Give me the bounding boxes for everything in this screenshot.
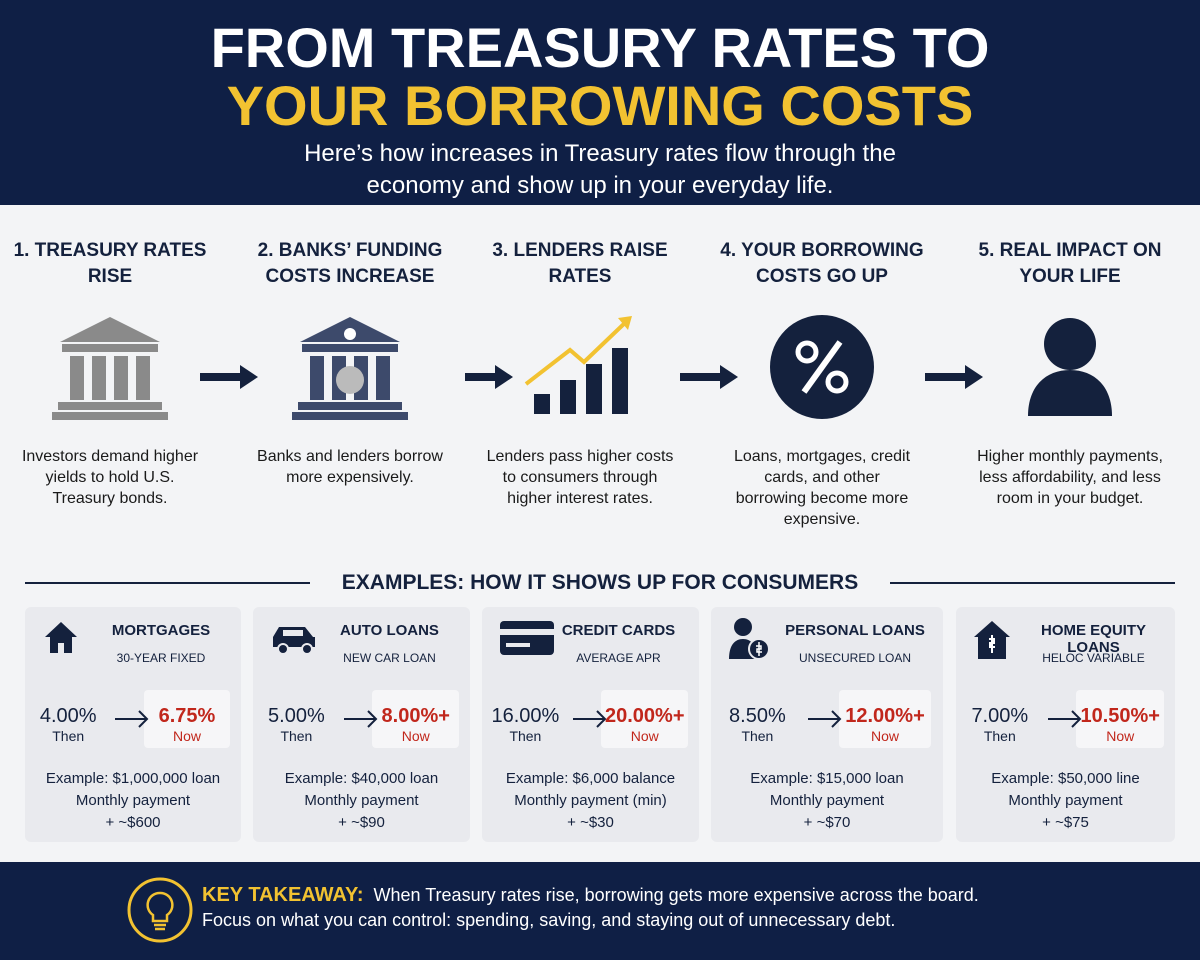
payment-change: + ~$70 — [803, 814, 851, 831]
then-rate: 4.00% — [39, 705, 97, 727]
step-icon — [290, 312, 410, 422]
step-description: Banks and lenders borrow more expensivel… — [257, 448, 443, 486]
card-title: CREDIT CARDS — [561, 622, 676, 639]
then-label: Then — [280, 728, 313, 744]
footer — [0, 862, 1200, 960]
card-icon — [498, 617, 558, 662]
card-icon — [269, 617, 319, 662]
example-text: Example: $40,000 loan — [284, 770, 439, 787]
now-rate: 20.00%+ — [604, 705, 685, 727]
step-title: 5. REAL IMPACT ON YOUR LIFE — [978, 240, 1162, 287]
payment-text: Monthly payment (min) — [514, 792, 667, 809]
step-description: Investors demand higher yields to hold U… — [21, 448, 199, 507]
title-line: FROM TREASURY RATES TO — [210, 16, 990, 79]
now-rate: 8.00%+ — [381, 705, 450, 727]
now-rate: 12.00%+ — [845, 705, 925, 727]
step-title: 1. TREASURY RATES RISE — [13, 240, 207, 287]
step-icon — [762, 312, 882, 422]
now-box — [143, 690, 231, 748]
payment-text: Monthly payment — [769, 792, 885, 809]
card-icon — [727, 617, 771, 666]
then-label: Then — [983, 728, 1016, 744]
step-icon — [50, 312, 170, 422]
step-title: 2. BANKS’ FUNDING COSTS INCREASE — [257, 240, 443, 287]
rate-arrow — [342, 707, 382, 736]
then-label: Then — [52, 728, 85, 744]
now-label: Now — [1106, 728, 1135, 744]
now-label: Now — [401, 728, 430, 744]
payment-change: + ~$30 — [567, 814, 614, 831]
now-rate: 6.75% — [158, 705, 216, 727]
example-text: Example: $50,000 line — [991, 770, 1140, 787]
payment-text: Monthly payment — [1008, 792, 1123, 809]
example-text: Example: $1,000,000 loan — [45, 770, 221, 787]
now-box — [838, 690, 932, 748]
card-subtitle: AVERAGE APR — [576, 651, 661, 665]
example-text: Example: $15,000 loan — [750, 770, 904, 787]
then-rate: 16.00% — [491, 705, 560, 727]
payment-text: Monthly payment — [304, 792, 419, 809]
step-title: 3. LENDERS RAISE RATES — [492, 240, 668, 287]
payment-change: + ~$600 — [105, 814, 161, 831]
step-icon — [520, 312, 640, 422]
rate-arrow — [571, 707, 611, 736]
card-title: AUTO LOANS — [340, 622, 439, 639]
rate-arrow — [806, 707, 846, 736]
takeaway-line: KEY TAKEAWAY: When Treasury rates rise, … — [202, 884, 979, 907]
now-label: Now — [870, 728, 899, 744]
flow-arrows — [200, 365, 983, 389]
step-icon — [1010, 312, 1130, 422]
card-subtitle: UNSECURED LOAN — [798, 651, 912, 665]
now-label: Now — [630, 728, 659, 744]
now-box — [372, 690, 460, 748]
card-subtitle: NEW CAR LOAN — [343, 651, 436, 665]
now-box — [1076, 690, 1165, 748]
now-rate: 10.50%+ — [1080, 705, 1160, 727]
examples-heading: EXAMPLES: HOW IT SHOWS UP FOR CONSUMERS — [341, 571, 859, 594]
example-text: Example: $6,000 balance — [505, 770, 676, 787]
card-subtitle: HELOC VARIABLE — [1042, 651, 1145, 665]
takeaway-label: KEY TAKEAWAY: — [202, 884, 364, 906]
card-icon — [972, 617, 1012, 666]
bulb-icon — [127, 877, 193, 943]
step-description: Lenders pass higher costs to consumers t… — [486, 448, 674, 507]
rate-arrow — [113, 707, 153, 736]
step-title: 4. YOUR BORROWING COSTS GO UP — [720, 240, 924, 287]
then-label: Then — [509, 728, 542, 744]
card-title: MORTGAGES — [111, 622, 211, 639]
card-icon — [41, 617, 81, 662]
takeaway-text: Focus on what you can control: spending,… — [202, 910, 896, 930]
card-subtitle: 30-YEAR FIXED — [116, 651, 206, 665]
card-title: HOME EQUITY LOANS — [1040, 622, 1146, 656]
takeaway-text: When Treasury rates rise, borrowing gets… — [373, 885, 979, 905]
then-label: Then — [741, 728, 774, 744]
step-description: Loans, mortgages, credit cards, and othe… — [733, 448, 911, 528]
subtitle: Here’s how increases in Treasury rates f… — [304, 140, 896, 199]
step-description: Higher monthly payments, less affordabil… — [977, 448, 1163, 507]
payment-change: + ~$90 — [338, 814, 385, 831]
title-line: YOUR BORROWING COSTS — [226, 74, 974, 137]
now-box — [601, 690, 689, 748]
then-rate: 7.00% — [971, 705, 1029, 727]
rate-arrow — [1046, 707, 1086, 736]
now-label: Now — [172, 728, 201, 744]
card-title: PERSONAL LOANS — [785, 622, 925, 639]
payment-change: + ~$75 — [1042, 814, 1089, 831]
then-rate: 5.00% — [268, 705, 325, 727]
header — [0, 0, 1200, 205]
payment-text: Monthly payment — [75, 792, 191, 809]
then-rate: 8.50% — [729, 705, 786, 727]
